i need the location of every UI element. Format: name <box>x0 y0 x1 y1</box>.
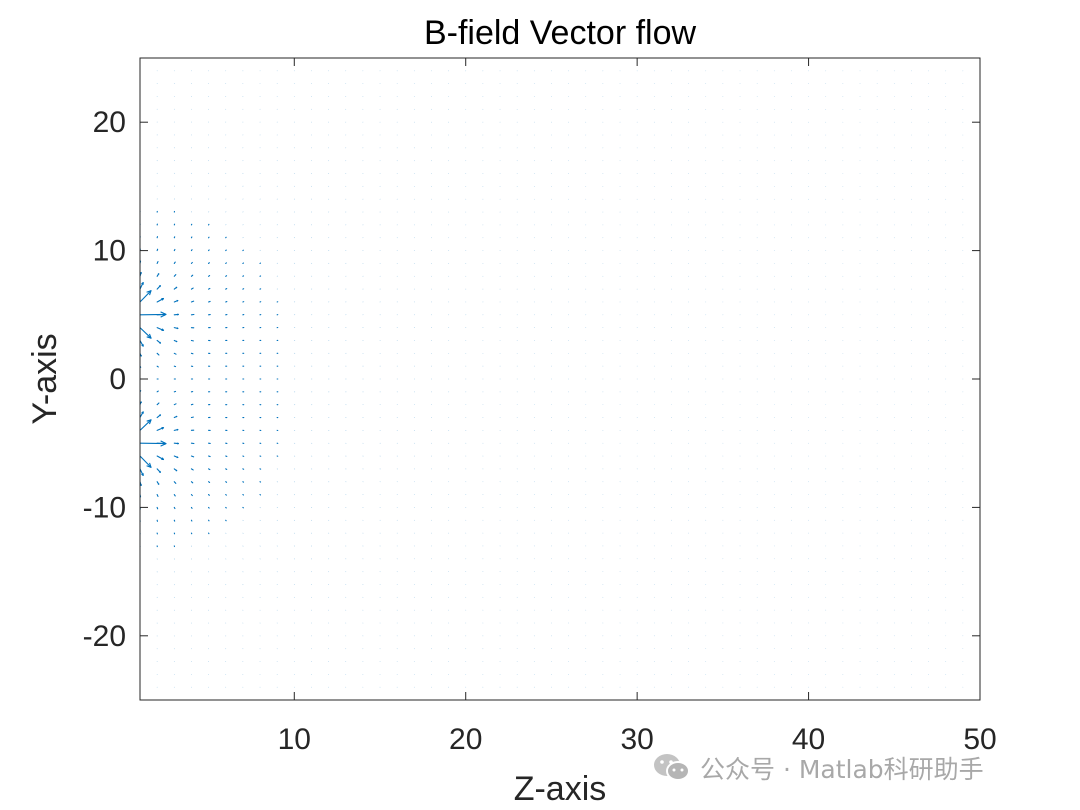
y-tick-label: 10 <box>93 235 126 268</box>
vector-arrow <box>208 494 210 496</box>
vector-arrow <box>173 299 179 303</box>
vector-arrow <box>156 455 165 461</box>
vector-arrow <box>208 468 211 471</box>
vector-arrow <box>173 352 177 355</box>
y-tick-label: 0 <box>109 363 126 396</box>
vector-arrow <box>156 481 160 485</box>
vector-arrow <box>173 481 177 484</box>
vector-arrow <box>190 261 193 264</box>
x-tick-label: 10 <box>278 723 311 756</box>
x-tick-label: 40 <box>792 723 825 756</box>
vector-arrow <box>225 481 228 483</box>
vector-arrow <box>156 285 161 290</box>
vector-arrow <box>173 327 179 330</box>
vector-arrow <box>173 468 178 472</box>
vector-arrow <box>139 468 144 477</box>
vector-arrow <box>190 481 194 484</box>
vector-arrow <box>156 339 162 344</box>
vector-arrow <box>208 455 211 458</box>
vector-arrow <box>208 274 211 277</box>
vector-arrow <box>173 494 176 497</box>
wechat-icon <box>652 751 692 785</box>
vector-arrow <box>208 506 210 509</box>
vector-arrow <box>139 290 152 303</box>
vector-arrow <box>173 415 178 419</box>
vector-arrow <box>156 248 159 252</box>
vector-arrow <box>173 274 177 277</box>
y-tick-label: -20 <box>83 620 126 653</box>
vector-arrow <box>173 428 179 431</box>
vector-arrow <box>173 261 176 264</box>
vector-arrow <box>156 402 160 406</box>
watermark: 公众号 · Matlab科研助手 <box>652 748 984 788</box>
vector-arrow <box>156 365 159 368</box>
vector-arrow <box>225 494 227 496</box>
plot-area-background <box>140 58 980 700</box>
y-tick-label: 20 <box>93 106 126 139</box>
vector-arrow <box>173 313 180 316</box>
vector-arrow <box>190 494 193 497</box>
x-tick-label: 30 <box>620 723 653 756</box>
vector-arrow <box>225 506 227 509</box>
x-axis-label: Z-axis <box>514 770 607 808</box>
vector-arrow <box>190 506 193 509</box>
vector-arrow <box>156 297 165 303</box>
vector-arrow <box>225 249 227 252</box>
vector-arrow <box>173 286 178 290</box>
vector-arrow <box>225 275 228 277</box>
vector-arrow <box>190 300 195 303</box>
vector-arrow <box>173 506 176 510</box>
vector-arrow <box>139 419 152 431</box>
vector-arrow <box>173 403 177 406</box>
vector-arrow <box>173 455 179 459</box>
y-axis-label: Y-axis <box>26 333 64 424</box>
vector-arrow <box>156 426 165 431</box>
vector-arrow <box>156 352 160 356</box>
vector-arrow <box>173 248 176 252</box>
vector-arrow <box>208 300 211 303</box>
vector-arrow <box>156 494 159 497</box>
vector-arrow <box>139 281 144 290</box>
vector-arrow <box>173 442 180 445</box>
vector-arrow <box>190 287 194 290</box>
vector-arrow <box>208 287 211 290</box>
vector-arrow <box>156 390 159 393</box>
vector-arrow <box>156 312 167 317</box>
x-tick-label: 20 <box>449 723 482 756</box>
vector-arrow <box>139 339 144 347</box>
chart-title: B-field Vector flow <box>424 14 697 52</box>
vector-arrow <box>156 468 161 473</box>
vector-arrow <box>208 249 210 252</box>
vector-arrow <box>156 414 162 419</box>
vector-arrow <box>225 262 227 264</box>
x-tick-label: 50 <box>963 723 996 756</box>
vector-arrow <box>173 339 178 343</box>
vector-arrow <box>156 327 165 332</box>
axis-ticks: 10 20 30 40 50 -20 -10 0 10 20 <box>83 58 997 756</box>
vector-arrow <box>190 274 194 277</box>
watermark-text: 公众号 · Matlab科研助手 <box>700 755 984 784</box>
vector-arrows <box>139 70 981 688</box>
vector-arrow <box>208 481 211 484</box>
vector-arrow <box>139 411 144 419</box>
y-tick-label: -10 <box>83 491 126 524</box>
vector-arrow <box>139 327 152 339</box>
vector-arrow <box>156 506 159 510</box>
vector-arrow <box>190 249 193 252</box>
vector-arrow <box>190 455 195 458</box>
vector-arrow <box>156 273 160 277</box>
vector-arrow <box>139 455 152 468</box>
vector-arrow <box>190 468 194 471</box>
vector-arrow <box>156 441 167 446</box>
vector-arrow <box>208 262 210 264</box>
vector-arrow <box>156 261 159 264</box>
